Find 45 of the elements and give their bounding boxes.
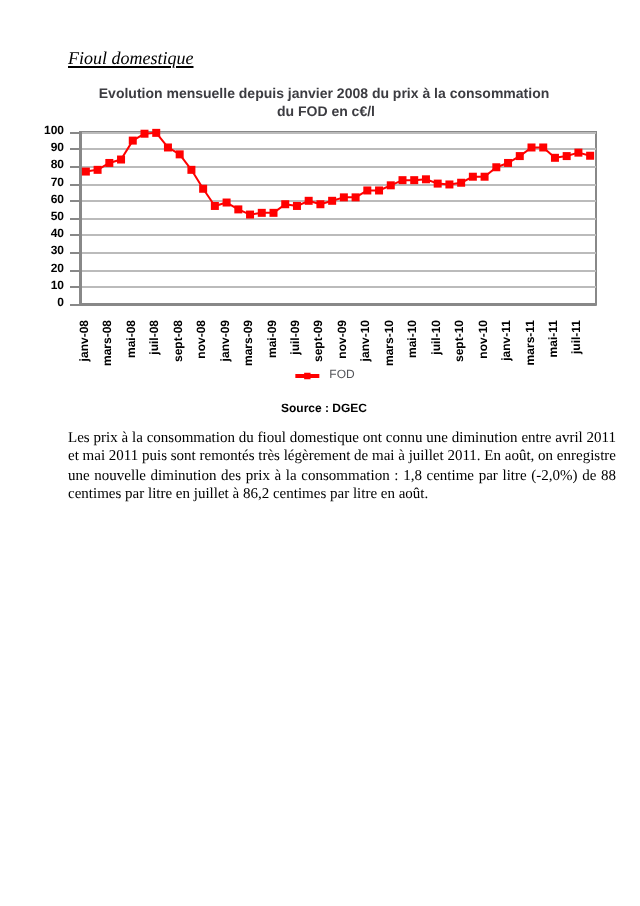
point: [363, 186, 372, 195]
point: [93, 165, 102, 174]
point: [468, 172, 477, 181]
point: [257, 208, 266, 217]
point: [105, 158, 114, 167]
point: [175, 150, 184, 159]
point: [445, 180, 454, 189]
point: [328, 196, 337, 205]
point: [269, 208, 278, 217]
point: [117, 155, 126, 164]
point: [515, 152, 524, 161]
point: [187, 165, 196, 174]
point: [457, 178, 466, 187]
point: [163, 143, 172, 152]
point: [199, 184, 208, 193]
point: [504, 158, 513, 167]
point: [128, 136, 137, 145]
point: [480, 172, 489, 181]
point: [492, 163, 501, 172]
point: [410, 176, 419, 185]
point: [433, 179, 442, 188]
point: [386, 181, 395, 190]
point: [562, 152, 571, 161]
point: [292, 201, 301, 210]
point: [421, 175, 430, 184]
point: [152, 128, 161, 137]
point: [222, 198, 231, 207]
point: [210, 201, 219, 210]
point: [316, 200, 325, 209]
point: [234, 205, 243, 214]
point: [550, 153, 559, 162]
point: [81, 167, 90, 176]
point: [375, 186, 384, 195]
text: Fioul domestique: [68, 48, 196, 68]
point: [246, 210, 255, 219]
point: [281, 200, 290, 209]
point: [527, 143, 536, 152]
point: [586, 151, 595, 160]
point: [339, 193, 348, 202]
point: [140, 129, 149, 138]
point: [398, 176, 407, 185]
point: [574, 148, 583, 157]
point: [304, 196, 313, 205]
point: [351, 193, 360, 202]
point: [539, 143, 548, 152]
